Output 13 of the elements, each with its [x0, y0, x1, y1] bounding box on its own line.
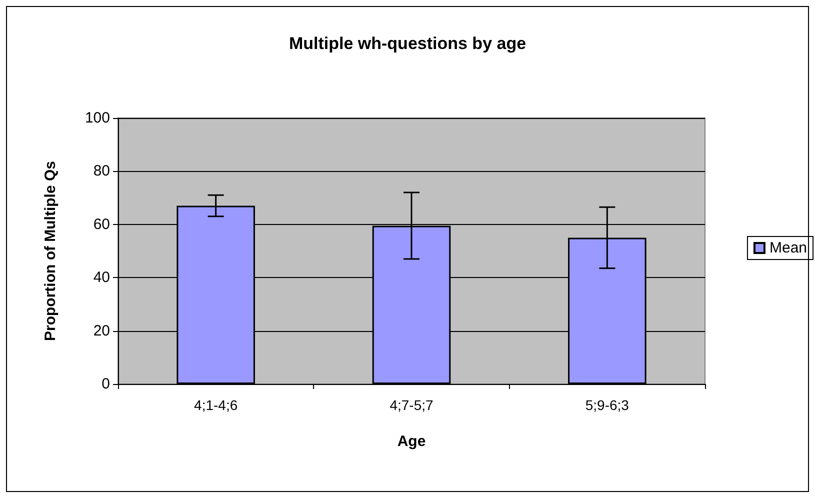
y-tick-label: 0 — [102, 376, 110, 392]
chart-title: Multiple wh-questions by age — [288, 34, 526, 53]
x-tick-label: 5;9-6;3 — [585, 397, 630, 413]
y-tick-label: 80 — [93, 162, 110, 180]
x-axis-title: Age — [397, 433, 426, 450]
x-tick-label: 4;7-5;7 — [390, 397, 434, 413]
y-tick-label: 100 — [84, 110, 110, 126]
y-tick-label: 20 — [93, 322, 110, 340]
y-tick-label: 60 — [93, 216, 110, 233]
legend-label: Mean — [769, 240, 808, 256]
y-tick-label: 40 — [93, 269, 110, 286]
x-tick-label: 4;1-4;6 — [194, 397, 238, 413]
y-axis-title: Proportion of Multiple Qs — [42, 161, 59, 341]
